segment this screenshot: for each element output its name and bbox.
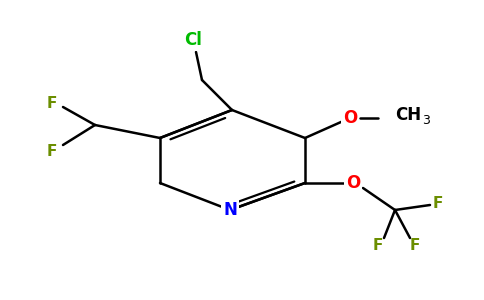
Text: F: F — [373, 238, 383, 253]
Text: 3: 3 — [422, 115, 430, 128]
Text: CH: CH — [395, 106, 421, 124]
Text: F: F — [410, 238, 420, 253]
Text: F: F — [47, 145, 57, 160]
Text: F: F — [433, 196, 443, 211]
Text: O: O — [346, 174, 360, 192]
Text: O: O — [343, 109, 357, 127]
Text: N: N — [223, 201, 237, 219]
Text: F: F — [47, 95, 57, 110]
Text: Cl: Cl — [184, 31, 202, 49]
